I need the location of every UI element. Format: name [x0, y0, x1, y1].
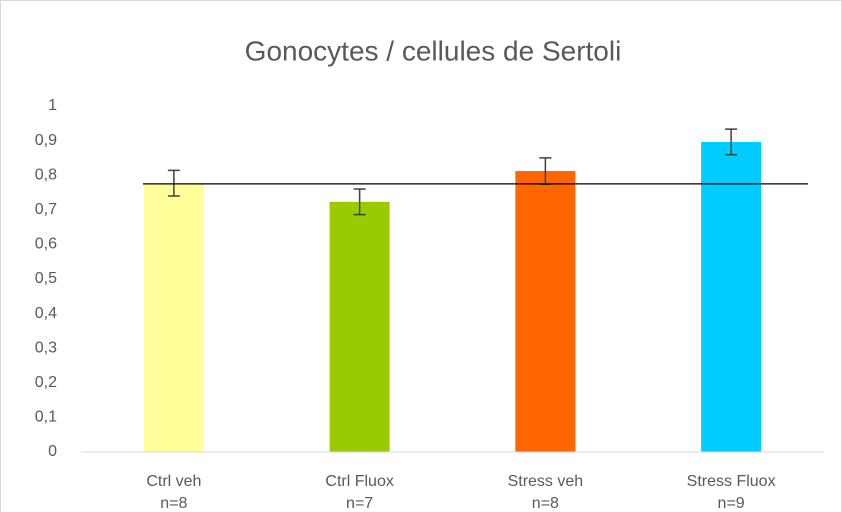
n-label: n=7 [346, 495, 373, 512]
y-tick-label: 0,2 [35, 374, 57, 391]
x-tick-label: Ctrl Fluox [325, 473, 393, 490]
y-tick-label: 0,1 [35, 409, 57, 426]
bar [701, 141, 762, 452]
y-tick-label: 0,9 [35, 132, 57, 149]
y-tick-label: 0,4 [35, 305, 57, 322]
y-tick-label: 0,5 [35, 270, 57, 287]
n-label: n=9 [718, 495, 745, 512]
y-tick-label: 1 [48, 97, 57, 114]
y-tick-label: 0 [48, 443, 57, 460]
bar [143, 183, 204, 452]
y-tick-label: 0,6 [35, 236, 57, 253]
x-tick-label: Ctrl veh [146, 473, 201, 490]
error-bar [353, 188, 366, 216]
error-bar [167, 169, 180, 197]
chart-title: Gonocytes / cellules de Sertoli [245, 35, 622, 66]
error-bar [725, 128, 738, 156]
n-label: n=8 [160, 495, 187, 512]
y-tick-label: 0,8 [35, 166, 57, 183]
n-label: n=8 [532, 495, 559, 512]
y-tick-label: 0,7 [35, 201, 57, 218]
bar [515, 171, 576, 452]
y-tick-label: 0,3 [35, 339, 57, 356]
x-tick-label: Stress veh [508, 473, 584, 490]
bar [329, 201, 390, 452]
x-tick-label: Stress Fluox [687, 473, 776, 490]
